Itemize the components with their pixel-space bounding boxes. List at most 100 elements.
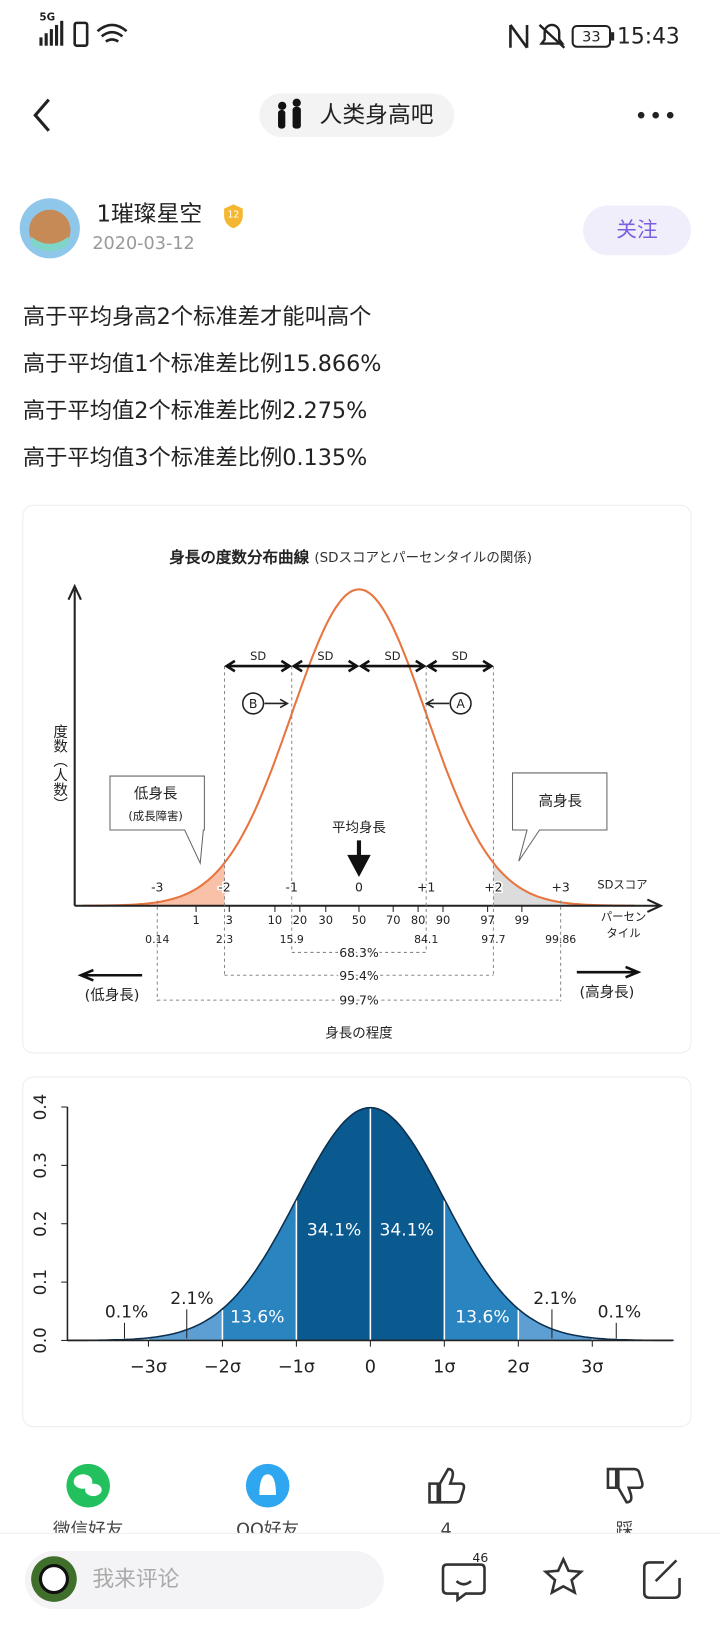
x-tick-label: −3σ <box>130 1357 167 1377</box>
mean-label: 平均身長 <box>332 820 386 836</box>
x-tick-label: 0 <box>365 1357 376 1377</box>
high-tail-area <box>493 862 635 906</box>
sd-score: +2 <box>484 880 502 895</box>
sd-label: SD <box>317 649 333 663</box>
x-tick-label: 3σ <box>581 1357 603 1377</box>
like-button[interactable] <box>428 1467 466 1504</box>
follow-button[interactable] <box>583 205 691 256</box>
y-tick-label: 0.0 <box>31 1327 50 1353</box>
x-axis-label: 身長の程度 <box>325 1025 392 1041</box>
author-name: 1璀璨星空 <box>96 201 202 227</box>
callout <box>109 775 205 866</box>
percentile: 30 <box>319 913 334 927</box>
percentile-axis-label: タイル <box>606 926 640 940</box>
x-tick-label: −1σ <box>278 1357 315 1377</box>
left-label: (低身長) <box>85 987 140 1004</box>
callout <box>511 772 608 862</box>
more-button[interactable] <box>637 111 674 119</box>
sd-arrow <box>358 659 427 673</box>
percentile: 1 <box>192 913 199 927</box>
back-button[interactable] <box>33 98 50 132</box>
forum-title: 人类身高吧 <box>320 103 434 129</box>
y-tick-label: 0.1 <box>31 1269 50 1295</box>
percentile: 99 <box>515 913 530 927</box>
image-card <box>22 504 692 1054</box>
callout-note: (成長障害) <box>128 809 183 823</box>
region-label: 2.1% <box>533 1289 576 1309</box>
marker <box>449 692 472 715</box>
region-label: 34.1% <box>307 1220 361 1240</box>
percentile-bound: 2.3 <box>216 933 233 946</box>
sd-label: SD <box>385 649 401 663</box>
sd-score: +1 <box>417 880 435 895</box>
post-text: 高于平均值1个标准差比例15.866% <box>23 351 382 377</box>
right-arrow <box>576 965 642 979</box>
callout-text: 低身長 <box>134 786 178 803</box>
left-arrow <box>77 968 143 982</box>
region-label: 34.1% <box>380 1220 434 1240</box>
avatar-mask <box>31 236 69 252</box>
level-number: 12 <box>227 209 239 220</box>
marker-label: A <box>456 696 465 711</box>
qq-glyph <box>259 1474 276 1496</box>
y-tick-label: 0.3 <box>31 1152 50 1178</box>
percentile: 10 <box>268 913 283 927</box>
nfc-icon <box>509 24 529 49</box>
post-text: 高于平均值3个标准差比例0.135% <box>23 445 367 471</box>
comment-button[interactable] <box>441 1563 486 1603</box>
sd-arrow <box>291 659 360 673</box>
dislike-button[interactable] <box>606 1467 644 1504</box>
y-tick-label: 0.2 <box>31 1211 50 1237</box>
sd-score: -1 <box>286 880 298 895</box>
sd-arrow <box>425 659 494 673</box>
region <box>148 1308 223 1341</box>
marker <box>241 692 265 715</box>
share-button[interactable] <box>642 1559 681 1600</box>
forum-icon <box>278 98 301 129</box>
sd-score: +3 <box>551 880 569 895</box>
sd-score: -2 <box>218 880 230 895</box>
region-label: 2.1% <box>170 1289 213 1309</box>
post-text: 高于平均身高2个标准差才能叫高个 <box>23 304 372 330</box>
sd-arrow <box>224 659 293 673</box>
sd-score: -3 <box>151 880 163 895</box>
percentile: 50 <box>352 913 367 927</box>
range-label: 99.7% <box>339 993 379 1008</box>
figure-subtitle: (SDスコアとパーセンタイルの関係) <box>314 550 532 566</box>
post-text: 高于平均值2个标准差比例2.275% <box>23 398 367 424</box>
marker-arrow <box>264 698 289 709</box>
normal-distribution-figure: 0.0 0.1 0.2 0.3 0.4 −3σ −2σ −1σ 0 1σ 2σ 3σ 0.1% 2.1% 1… <box>31 1094 674 1377</box>
forum-pill[interactable] <box>259 93 455 137</box>
curve <box>67 1106 674 1342</box>
comment-placeholder: 我来评论 <box>92 1567 179 1592</box>
favorite-button[interactable] <box>542 1556 585 1596</box>
clock: 15:43 <box>617 24 680 49</box>
sim-icon <box>73 21 89 47</box>
share-label: 4 <box>441 1520 452 1540</box>
avatar-face <box>29 209 71 252</box>
comment-input[interactable] <box>24 1551 384 1610</box>
percentile: 3 <box>226 913 233 927</box>
percentile: 80 <box>411 913 426 927</box>
height-distribution-figure: 身長の度数分布曲線 (SDスコアとパーセンタイルの関係) 度数（人数） SD SD SD S… <box>51 548 664 1041</box>
percentile: 97 <box>480 913 495 927</box>
marker-arrow <box>424 698 450 709</box>
region-label: 13.6% <box>455 1308 509 1328</box>
callout-text: 高身長 <box>538 793 582 810</box>
axes <box>67 583 664 913</box>
sd-score: 0 <box>355 880 363 895</box>
follow-label: 关注 <box>616 217 657 241</box>
comment-count: 46 <box>472 1550 488 1565</box>
battery-tip <box>611 32 615 41</box>
avatar-ball <box>38 1564 69 1595</box>
wifi-icon <box>96 23 128 43</box>
percentile-bound: 99.86 <box>545 933 576 946</box>
distribution-curve <box>83 588 635 907</box>
region-label: 13.6% <box>230 1308 284 1328</box>
region <box>518 1308 593 1341</box>
marker-label: B <box>249 696 258 711</box>
level-badge <box>224 204 243 229</box>
battery-icon <box>571 24 612 48</box>
